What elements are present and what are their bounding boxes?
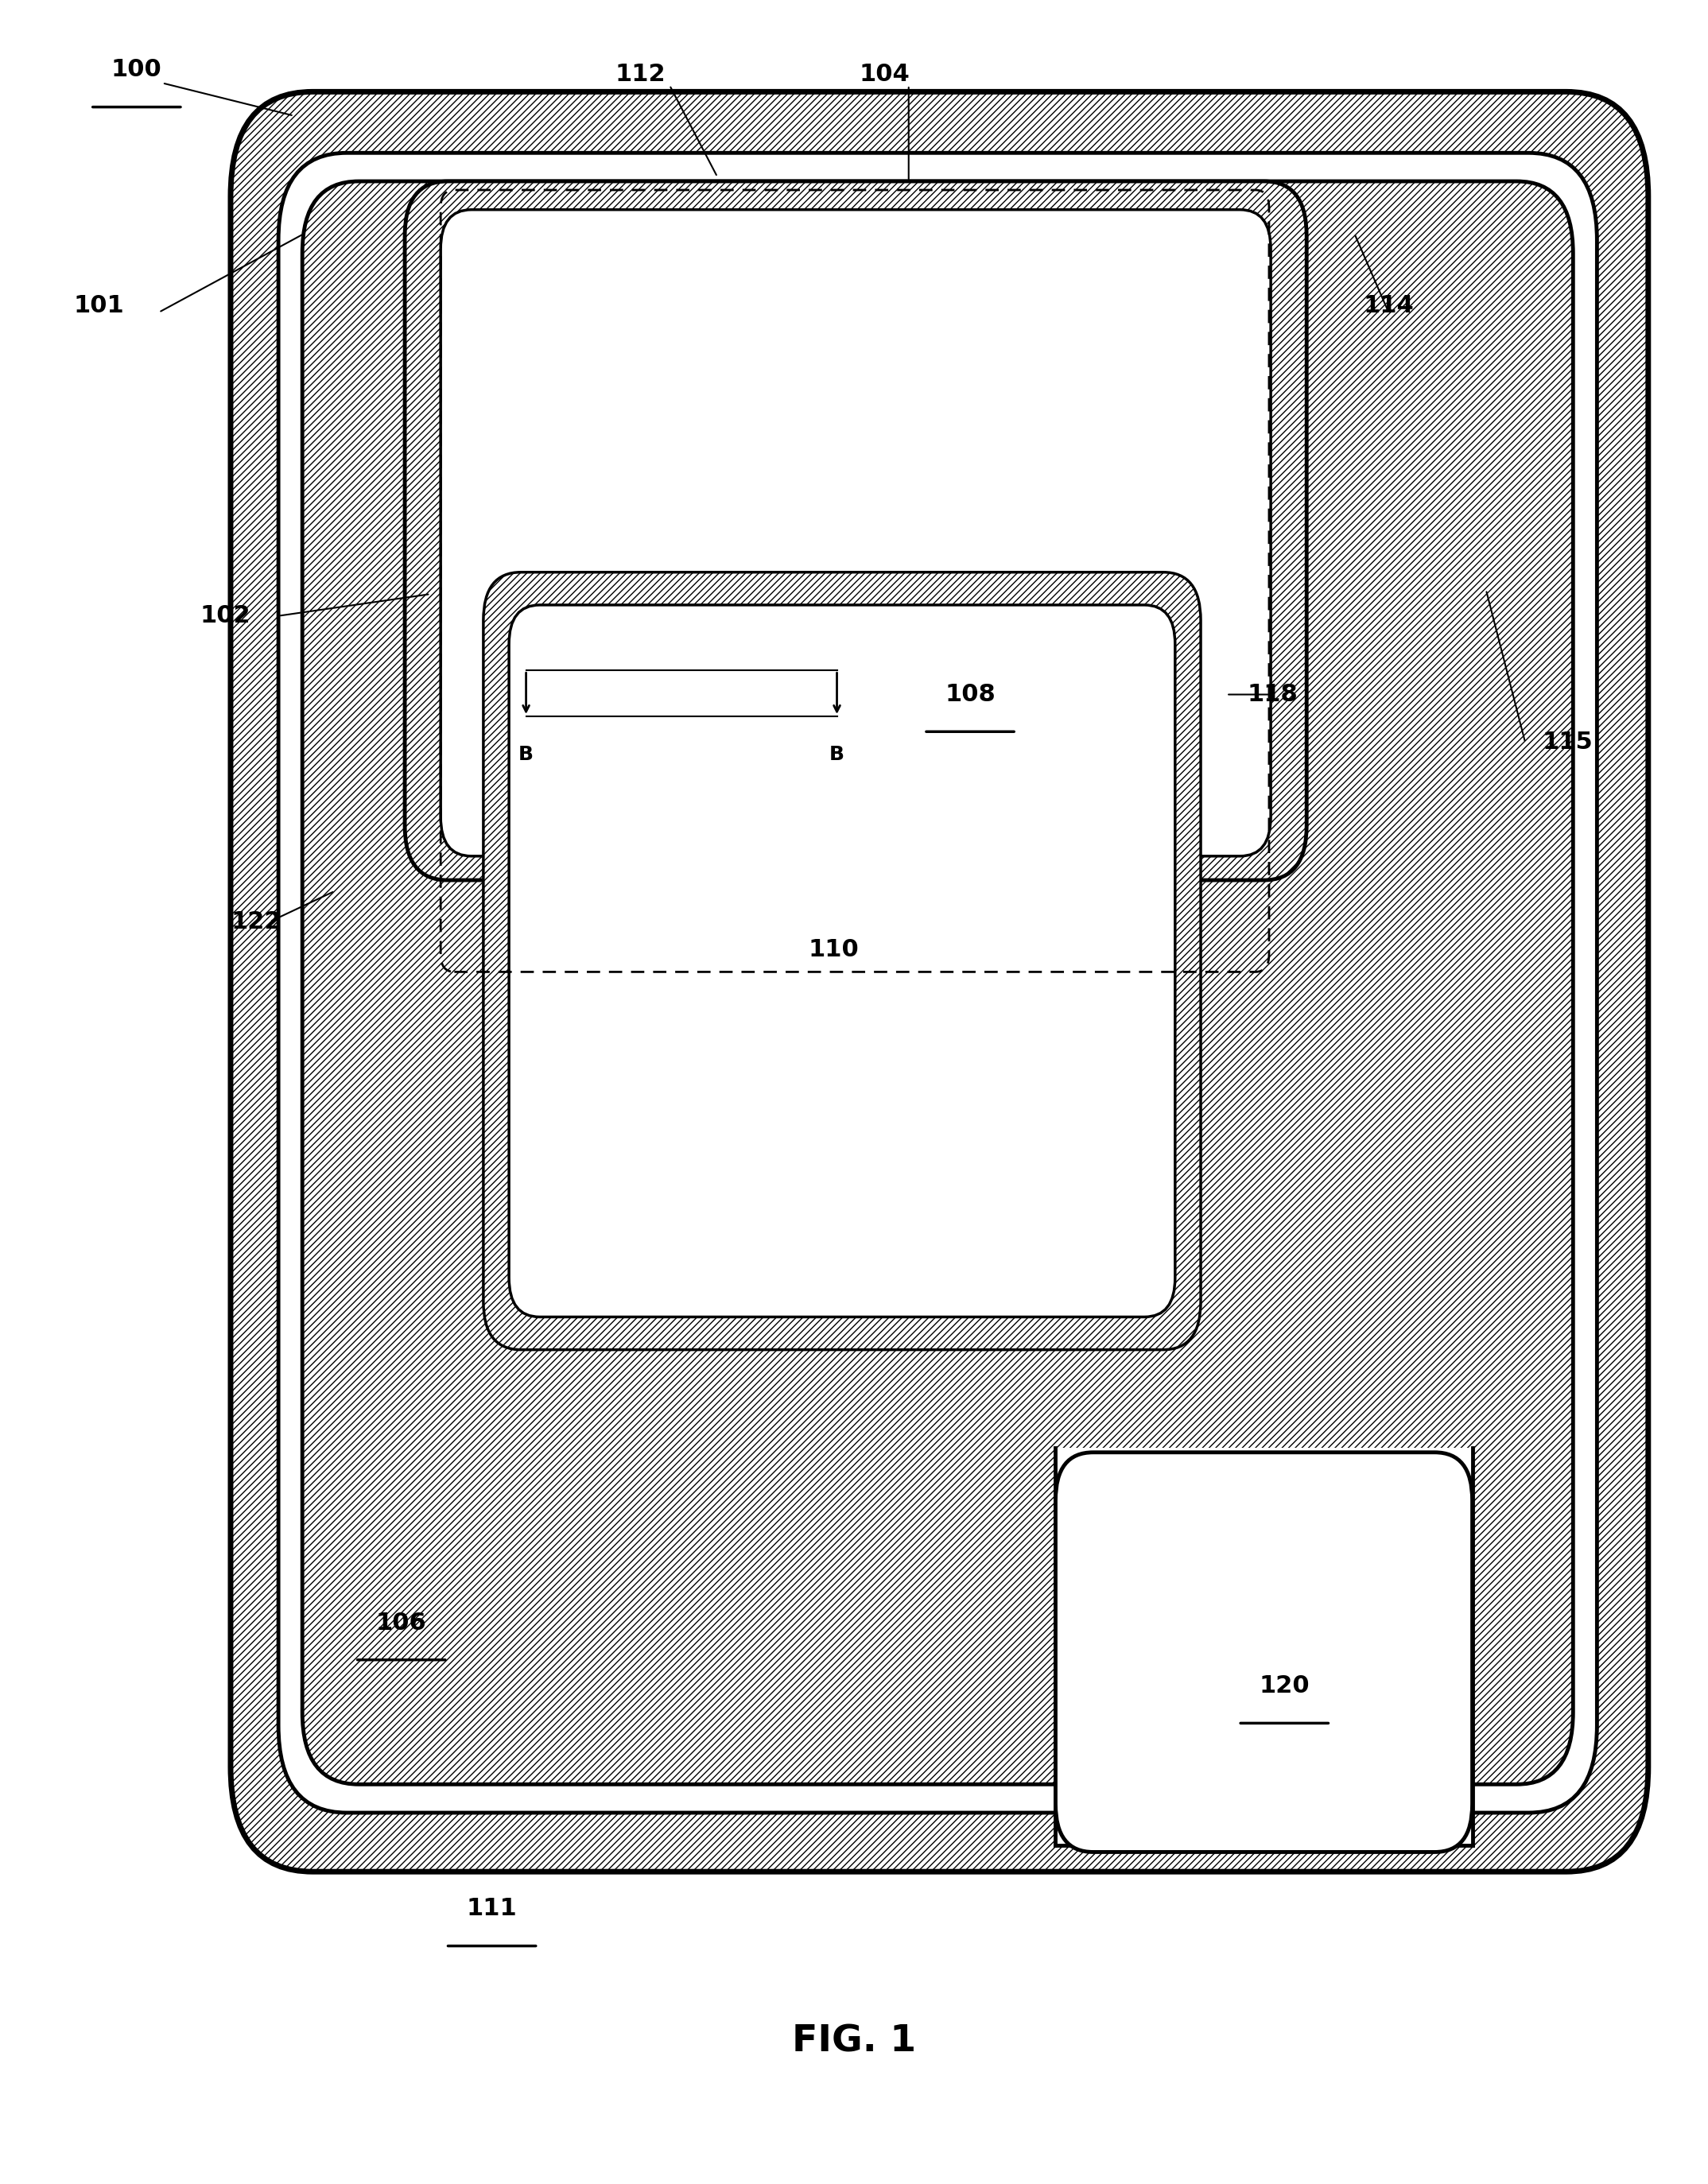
Text: 114: 114 bbox=[1363, 295, 1414, 317]
Text: 120: 120 bbox=[1259, 1675, 1310, 1697]
Text: 115: 115 bbox=[1542, 732, 1594, 753]
FancyBboxPatch shape bbox=[278, 153, 1597, 1813]
Text: 111: 111 bbox=[466, 1898, 518, 1920]
Text: 106: 106 bbox=[376, 1612, 427, 1634]
FancyBboxPatch shape bbox=[405, 181, 1307, 880]
FancyBboxPatch shape bbox=[1056, 1452, 1472, 1852]
Text: 110: 110 bbox=[808, 939, 859, 961]
Text: 118: 118 bbox=[1247, 684, 1298, 705]
FancyBboxPatch shape bbox=[509, 605, 1175, 1317]
Text: 100: 100 bbox=[111, 59, 162, 81]
FancyBboxPatch shape bbox=[441, 210, 1271, 856]
Text: B: B bbox=[519, 745, 533, 764]
Text: 101: 101 bbox=[73, 295, 125, 317]
Text: 102: 102 bbox=[200, 605, 251, 627]
Text: 108: 108 bbox=[945, 684, 996, 705]
FancyBboxPatch shape bbox=[483, 572, 1201, 1350]
Text: 104: 104 bbox=[859, 63, 910, 85]
Text: 122: 122 bbox=[231, 911, 282, 933]
FancyBboxPatch shape bbox=[231, 92, 1648, 1872]
Text: FIG. 1: FIG. 1 bbox=[793, 2025, 915, 2060]
FancyBboxPatch shape bbox=[302, 181, 1573, 1784]
Text: 112: 112 bbox=[615, 63, 666, 85]
Text: B: B bbox=[830, 745, 844, 764]
Polygon shape bbox=[1056, 1448, 1472, 1845]
